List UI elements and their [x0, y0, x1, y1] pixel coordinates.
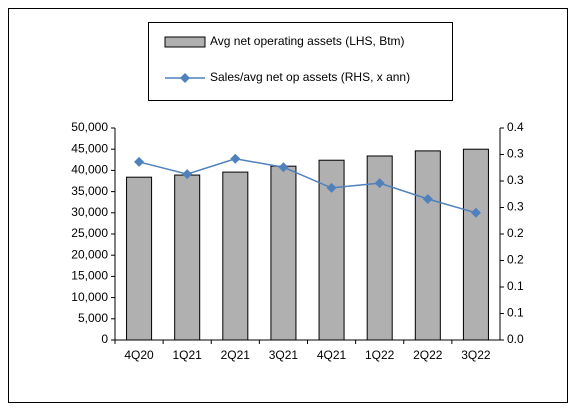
y2-tick-label: 0.1 — [507, 306, 524, 320]
x-tick-label: 4Q21 — [317, 348, 347, 362]
x-tick-label: 3Q22 — [461, 348, 491, 362]
y-tick-label: 30,000 — [71, 205, 108, 219]
y2-tick-label: 0.4 — [507, 120, 524, 134]
y2-tick-label: 0.2 — [507, 253, 524, 267]
marker — [278, 162, 289, 173]
x-tick-label: 3Q21 — [269, 348, 299, 362]
marker — [230, 153, 241, 164]
y2-tick-label: 0.3 — [507, 200, 524, 214]
bar — [270, 165, 297, 341]
legend-marker — [180, 73, 190, 83]
marker — [326, 182, 337, 193]
bar — [126, 176, 153, 341]
y-tick-label: 15,000 — [71, 269, 108, 283]
marker — [182, 169, 193, 180]
bar — [174, 174, 201, 341]
y2-tick-label: 0.0 — [507, 332, 524, 346]
x-tick-label: 1Q22 — [365, 348, 395, 362]
bar — [222, 171, 249, 341]
x-tick-label: 1Q21 — [173, 348, 203, 362]
legend-label: Avg net operating assets (LHS, Btm) — [210, 34, 405, 48]
y-tick-label: 25,000 — [71, 226, 108, 240]
y2-tick-label: 0.3 — [507, 147, 524, 161]
marker — [422, 194, 433, 205]
x-tick-label: 2Q22 — [413, 348, 443, 362]
x-tick-label: 2Q21 — [221, 348, 251, 362]
y-tick-label: 10,000 — [71, 290, 108, 304]
y-tick-label: 5,000 — [78, 311, 108, 325]
marker — [470, 207, 481, 218]
x-tick-label: 4Q20 — [124, 348, 154, 362]
y-tick-label: 20,000 — [71, 247, 108, 261]
marker — [134, 156, 145, 167]
legend-label: Sales/avg net op assets (RHS, x ann) — [210, 70, 410, 84]
bar — [414, 150, 441, 341]
y2-tick-label: 0.3 — [507, 173, 524, 187]
line — [138, 157, 477, 214]
legend-swatch — [164, 36, 206, 48]
y2-tick-label: 0.2 — [507, 226, 524, 240]
legend-box — [148, 22, 453, 101]
y-tick-label: 40,000 — [71, 163, 108, 177]
y-tick-label: 35,000 — [71, 184, 108, 198]
y-tick-label: 0 — [101, 332, 108, 346]
y-tick-label: 50,000 — [71, 120, 108, 134]
bar — [462, 148, 489, 341]
y-tick-label: 45,000 — [71, 141, 108, 155]
y2-tick-label: 0.1 — [507, 279, 524, 293]
marker — [374, 178, 385, 189]
